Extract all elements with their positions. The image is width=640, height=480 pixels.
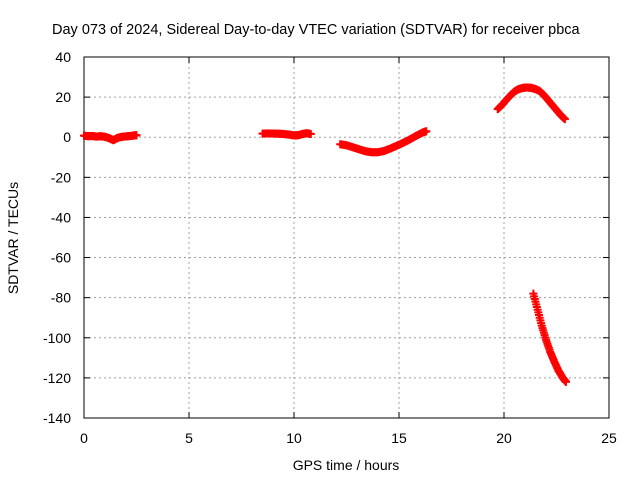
plot-frame (83, 56, 610, 419)
x-tick-label: 0 (80, 430, 88, 446)
x-tick-label: 5 (185, 430, 193, 446)
data-point (560, 115, 569, 124)
series-4 (493, 83, 569, 124)
y-tick-label: -100 (43, 330, 71, 346)
data-point (132, 131, 141, 140)
chart-title: Day 073 of 2024, Sidereal Day-to-day VTE… (52, 22, 581, 38)
y-tick-label: 20 (55, 89, 71, 105)
y-tick-label: -80 (51, 290, 71, 306)
data-point (306, 130, 315, 139)
series-2 (258, 129, 315, 140)
data-point (422, 127, 431, 136)
series-1 (80, 131, 141, 145)
x-tick-label: 10 (286, 430, 302, 446)
x-tick-label: 20 (496, 430, 512, 446)
y-axis-label: SDTVAR / TECUs (5, 182, 21, 294)
y-tick-label: -140 (43, 410, 71, 426)
x-tick-labels: 0 5 10 15 20 25 (80, 430, 617, 446)
y-tick-labels: 40 20 0 -20 -40 -60 -80 -100 -120 -140 (43, 49, 71, 426)
x-axis-label: GPS time / hours (293, 457, 400, 473)
data-points (80, 83, 570, 386)
x-tick-label: 15 (391, 430, 407, 446)
y-tick-label: -60 (51, 250, 71, 266)
y-tick-label: -20 (51, 169, 71, 185)
y-tick-label: 40 (55, 49, 71, 65)
y-tick-label: 0 (63, 129, 71, 145)
x-tick-label: 25 (601, 430, 617, 446)
data-point (561, 377, 570, 386)
series-5 (529, 289, 570, 386)
y-tick-label: -120 (43, 370, 71, 386)
series-3 (336, 127, 431, 157)
y-tick-label: -40 (51, 209, 71, 225)
grid (84, 57, 609, 418)
axis-ticks (83, 56, 610, 419)
